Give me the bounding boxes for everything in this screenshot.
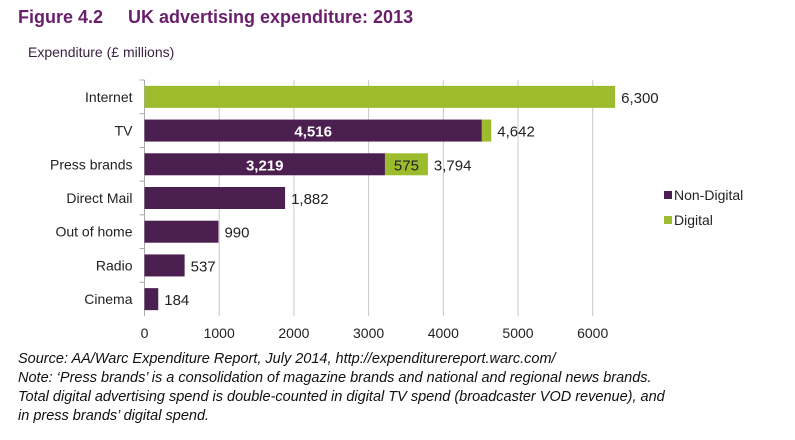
source-note: Source: AA/Warc Expenditure Report, July… — [18, 351, 556, 367]
category-label: Radio — [96, 257, 133, 273]
total-label: 184 — [164, 292, 189, 309]
category-label: TV — [115, 123, 134, 139]
legend-label: Non-Digital — [674, 187, 743, 203]
bar-chart: 0 1000 2000 3000 4000 5000 6000 Internet 6,300 TV… — [50, 79, 743, 341]
x-tick-label: 5000 — [502, 325, 533, 341]
legend-swatch — [664, 216, 672, 224]
total-label: 1,882 — [291, 191, 329, 208]
bar-non-digital — [144, 119, 482, 142]
category-label: Press brands — [50, 156, 132, 172]
bar-non-digital — [144, 187, 286, 209]
bar-digital — [144, 85, 616, 108]
segment-label: 575 — [394, 157, 419, 174]
legend-swatch — [664, 191, 672, 199]
total-label: 537 — [191, 258, 216, 275]
category-label: Direct Mail — [66, 190, 132, 206]
chart-title: Figure 4.2 UK advertising expenditure: 20… — [18, 7, 413, 28]
bar-digital — [384, 153, 428, 176]
note-line: Note: ‘Press brands’ is a consolidation … — [18, 370, 652, 386]
segment-label: 4,516 — [294, 124, 332, 141]
total-label: 4,642 — [497, 124, 535, 141]
bar-non-digital — [144, 153, 385, 176]
bar-non-digital — [144, 254, 185, 277]
note-line: in press brands’ digital spend. — [18, 408, 210, 424]
total-label: 6,300 — [621, 90, 659, 107]
bar-non-digital — [144, 288, 159, 311]
category-label: Out of home — [55, 224, 132, 240]
x-tick-label: 2000 — [278, 325, 309, 341]
x-tick-label: 4000 — [428, 325, 459, 341]
total-label: 990 — [224, 225, 249, 242]
bar-digital — [481, 119, 492, 142]
figure-number: Figure 4.2 — [18, 7, 104, 27]
x-tick-label: 0 — [141, 325, 149, 341]
total-label: 3,794 — [434, 157, 472, 174]
legend-label: Digital — [674, 212, 713, 228]
notes: Source: AA/Warc Expenditure Report, July… — [18, 350, 665, 426]
x-tick-label: 6000 — [577, 325, 608, 341]
axis-label: Expenditure (£ millions) — [28, 44, 175, 60]
segment-label: 3,219 — [246, 157, 284, 174]
x-tick-label: 1000 — [204, 325, 235, 341]
figure-title: UK advertising expenditure: 2013 — [128, 7, 414, 27]
note-line: Total digital advertising spend is doubl… — [18, 389, 665, 405]
category-label: Cinema — [84, 291, 132, 307]
category-label: Internet — [85, 89, 133, 105]
bar-non-digital — [144, 220, 219, 243]
x-tick-label: 3000 — [353, 325, 384, 341]
